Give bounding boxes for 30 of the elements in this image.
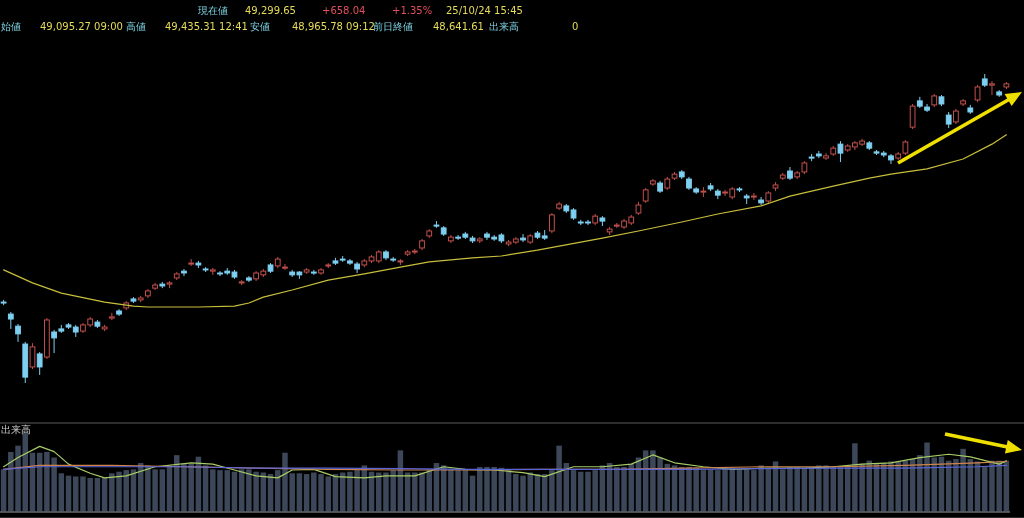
bar — [325, 476, 331, 512]
text: 49,095.27 09:00 — [40, 21, 123, 32]
bar — [159, 469, 166, 512]
text: 0 — [572, 21, 579, 32]
text: 現在値 — [198, 5, 228, 16]
text: 安値 — [250, 21, 270, 32]
candlestick — [29, 342, 36, 370]
text: +658.04 — [322, 5, 366, 16]
chart-title: 出来高 — [1, 424, 31, 435]
candlestick — [909, 103, 916, 130]
text: 48,641.61 — [433, 21, 484, 32]
text: 48,965.78 09:12 — [292, 21, 375, 32]
text: 出来高 — [489, 21, 519, 32]
bar — [780, 469, 786, 512]
candlestick — [751, 192, 757, 201]
text: 25/10/24 15:45 — [446, 5, 523, 16]
bar — [58, 473, 65, 512]
candlestick — [549, 212, 555, 234]
text: 49,435.31 12:41 — [165, 21, 248, 32]
text: +1.35% — [392, 5, 433, 16]
bar — [296, 473, 303, 512]
candlestick — [520, 233, 526, 243]
text: 49,299.65 — [245, 5, 296, 16]
text: 高値 — [126, 21, 146, 32]
text: 始値 — [1, 21, 21, 32]
candlestick — [36, 351, 43, 376]
candlestick — [989, 80, 995, 96]
candlestick — [837, 140, 844, 163]
text: 前日終値 — [373, 21, 413, 32]
bar — [73, 476, 79, 512]
